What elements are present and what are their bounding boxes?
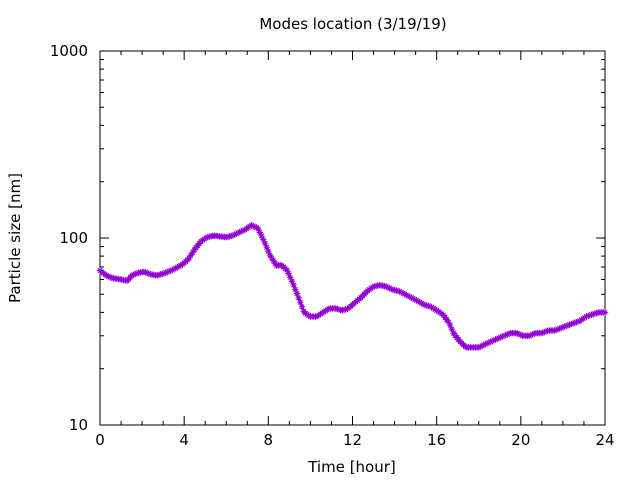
x-tick-label: 12 bbox=[343, 431, 362, 449]
data-series bbox=[96, 222, 609, 351]
y-tick-label: 10 bbox=[69, 416, 88, 434]
axis-ticks bbox=[99, 50, 606, 426]
x-axis-label: Time [hour] bbox=[307, 458, 396, 476]
series-point bbox=[601, 309, 609, 316]
y-axis-label: Particle size [nm] bbox=[6, 173, 24, 303]
series-point bbox=[297, 298, 304, 306]
y-tick-label: 100 bbox=[59, 229, 88, 247]
plot-frame bbox=[99, 50, 606, 426]
series-point bbox=[298, 303, 306, 310]
chart-title: Modes location (3/19/19) bbox=[259, 15, 446, 33]
x-tick-label: 0 bbox=[95, 431, 105, 449]
x-tick-label: 20 bbox=[511, 431, 530, 449]
x-tick-label: 24 bbox=[595, 431, 614, 449]
x-tick-label: 16 bbox=[427, 431, 446, 449]
x-tick-labels: 0 4 8 12 16 20 24 bbox=[95, 431, 614, 449]
x-tick-label: 8 bbox=[264, 431, 274, 449]
series-line bbox=[99, 223, 605, 349]
y-tick-labels: 10 100 1000 bbox=[50, 42, 88, 434]
x-tick-label: 4 bbox=[179, 431, 189, 449]
y-tick-label: 1000 bbox=[50, 42, 88, 60]
